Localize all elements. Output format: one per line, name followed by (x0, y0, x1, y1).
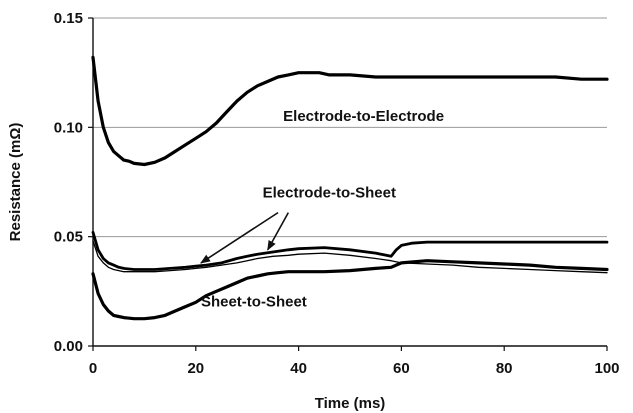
y-tick-label-0: 0.00 (54, 338, 83, 355)
y-axis-title: Resistance (mΩ) (7, 123, 24, 242)
annotation-label-0: Electrode-to-Electrode (283, 108, 444, 125)
x-tick-label-4: 80 (496, 360, 513, 377)
x-tick-label-3: 60 (393, 360, 410, 377)
x-tick-label-2: 40 (290, 360, 307, 377)
series-line-2 (92, 240, 608, 274)
y-tick-label-2: 0.10 (54, 119, 83, 136)
x-tick-label-0: 0 (89, 360, 97, 377)
series-line-3 (91, 259, 609, 321)
x-axis-title: Time (ms) (315, 395, 386, 412)
annotation-label-2: Sheet-to-Sheet (201, 294, 307, 311)
annotation-arrow-0 (200, 211, 279, 264)
y-tick-label-3: 0.15 (54, 10, 83, 27)
series-layer (91, 55, 609, 321)
annotation-label-1: Electrode-to-Sheet (263, 184, 396, 201)
axes: 0.00 0.05 0.10 0.15 0 20 40 60 80 100 (54, 10, 620, 377)
annotation-arrow-1 (267, 212, 290, 251)
x-tick-label-1: 20 (187, 360, 204, 377)
grid-lines (93, 17, 607, 238)
x-tick-label-5: 100 (594, 360, 619, 377)
series-line-1 (91, 230, 609, 271)
y-tick-label-1: 0.05 (54, 229, 83, 246)
series-line-0 (91, 55, 609, 167)
annotations: Electrode-to-Electrode Electrode-to-Sheet… (200, 108, 444, 311)
